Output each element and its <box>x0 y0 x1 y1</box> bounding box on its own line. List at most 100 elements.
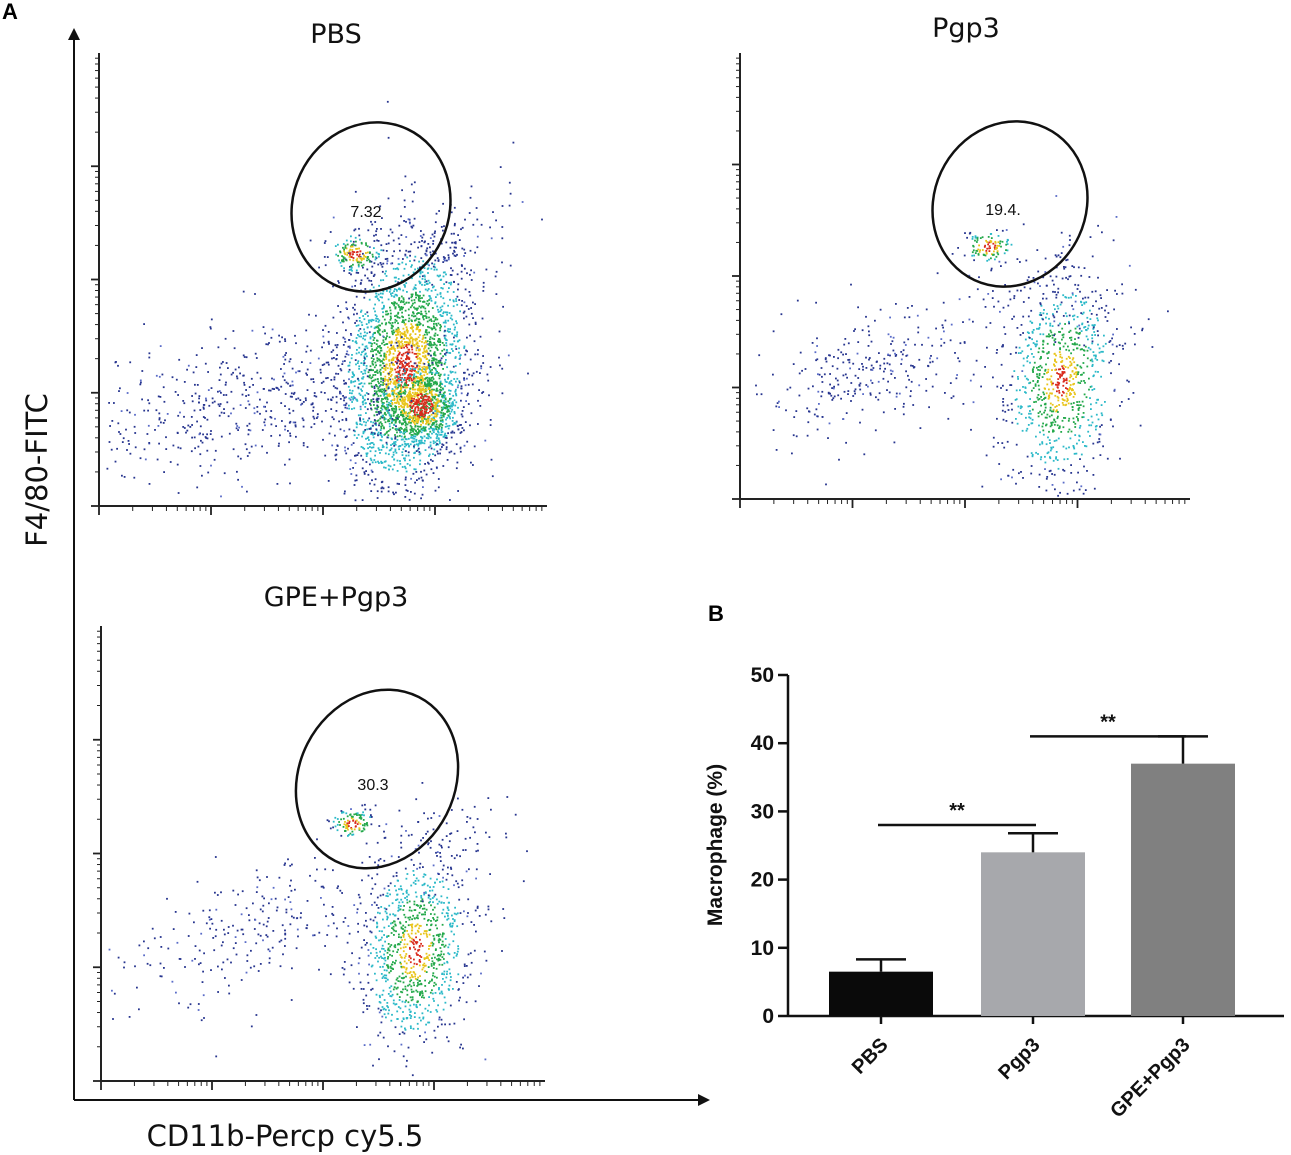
event-dot <box>353 434 356 437</box>
event-dot <box>1083 465 1085 468</box>
event-dot <box>1070 464 1072 466</box>
event-dot <box>363 447 366 450</box>
event-dot <box>428 382 430 385</box>
event-dot <box>416 342 419 345</box>
event-dot <box>427 423 430 426</box>
event-dot <box>413 388 415 391</box>
event-dot <box>1092 474 1095 476</box>
event-dot <box>1058 404 1060 406</box>
event-dot <box>175 378 178 381</box>
event-dot <box>404 341 407 343</box>
event-dot <box>331 396 334 399</box>
event-dot <box>1057 411 1059 413</box>
event-dot <box>1004 333 1007 335</box>
event-dot <box>379 360 382 363</box>
event-dot <box>387 380 390 383</box>
event-dot <box>1047 436 1049 439</box>
event-dot <box>393 408 396 410</box>
event-dot <box>378 333 381 335</box>
event-dot <box>439 293 442 295</box>
event-dot <box>373 262 376 265</box>
event-dot <box>349 361 351 364</box>
event-dot <box>366 375 369 378</box>
event-dot <box>487 379 490 382</box>
event-dot <box>1074 343 1077 346</box>
event-dot <box>375 233 377 236</box>
event-dot <box>375 326 378 329</box>
event-dot <box>1029 412 1032 415</box>
event-dot <box>421 389 424 392</box>
event-dot <box>443 373 446 376</box>
event-dot <box>362 376 365 378</box>
event-dot <box>147 399 149 402</box>
event-dot <box>220 435 223 438</box>
event-dot <box>360 259 363 261</box>
event-dot <box>401 345 403 348</box>
event-dot <box>439 382 442 385</box>
event-dot <box>358 227 360 230</box>
event-dot <box>200 439 202 442</box>
event-dot <box>364 292 367 295</box>
event-dot <box>1030 348 1032 351</box>
event-dot <box>457 234 459 236</box>
event-dot <box>412 418 414 421</box>
event-dot <box>394 383 397 386</box>
event-dot <box>451 402 454 404</box>
event-dot <box>442 465 445 467</box>
event-dot <box>400 380 403 383</box>
event-dot <box>318 266 320 269</box>
event-dot <box>444 319 447 322</box>
event-dot <box>431 373 433 375</box>
event-dot <box>1082 492 1085 495</box>
event-dot <box>224 337 227 340</box>
event-dot <box>425 302 428 305</box>
event-dot <box>419 430 421 433</box>
event-dot <box>1108 361 1111 364</box>
event-dot <box>410 406 412 408</box>
event-dot <box>398 340 400 342</box>
event-dot <box>395 427 398 430</box>
event-dot <box>256 371 259 374</box>
event-dot <box>444 337 447 340</box>
event-dot <box>451 343 453 346</box>
event-dot <box>345 353 348 355</box>
event-dot <box>353 407 356 410</box>
event-dot <box>1046 383 1049 386</box>
event-dot <box>457 340 460 343</box>
event-dot <box>1091 365 1094 367</box>
event-dot <box>1085 329 1087 331</box>
event-dot <box>406 364 409 366</box>
event-dot <box>266 401 268 404</box>
event-dot <box>251 329 254 332</box>
event-dot <box>183 427 186 429</box>
event-dot <box>439 393 442 396</box>
event-dot <box>398 429 401 432</box>
event-dot <box>335 410 338 412</box>
event-dot <box>412 315 415 318</box>
event-dot <box>407 250 410 253</box>
event-dot <box>403 445 406 448</box>
event-dot <box>342 243 345 245</box>
event-dot <box>246 455 249 457</box>
event-dot <box>399 301 402 304</box>
event-dot <box>172 444 175 447</box>
event-dot <box>452 300 455 303</box>
event-dot <box>541 218 543 221</box>
event-dot <box>384 323 387 326</box>
event-dot <box>361 401 364 404</box>
event-dot <box>160 421 162 424</box>
event-dot <box>207 471 210 474</box>
event-dot <box>362 263 365 266</box>
event-dot <box>375 295 378 298</box>
event-dot <box>1044 388 1046 390</box>
event-dot <box>382 279 385 281</box>
event-dot <box>270 336 273 339</box>
event-dot <box>409 408 412 411</box>
event-dot <box>379 292 382 295</box>
event-dot <box>410 265 413 268</box>
event-dot <box>369 457 372 460</box>
event-dot <box>1044 468 1046 470</box>
event-dot <box>446 459 449 461</box>
event-dot <box>1081 323 1083 326</box>
event-dot <box>473 445 476 448</box>
